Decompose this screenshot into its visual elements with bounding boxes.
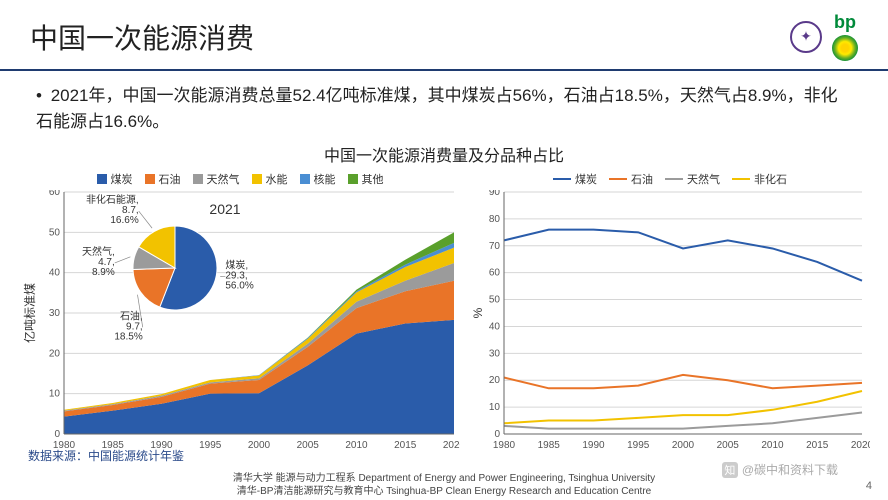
watermark: 知 @碳中和资料下载 (722, 461, 838, 478)
legend-item: 煤炭 (97, 171, 133, 187)
svg-text:1980: 1980 (493, 440, 516, 451)
legend-label: 石油 (159, 171, 181, 187)
svg-text:40: 40 (49, 268, 61, 279)
legend-swatch (252, 174, 262, 184)
page-title: 中国一次能源消费 (30, 17, 254, 57)
svg-text:%: % (471, 307, 485, 318)
charts-row: 煤炭 石油 天然气 水能 核能 其他 0 10 20 30 40 50 60 1980 1985 1990 1… (0, 170, 888, 460)
legend-item: 天然气 (193, 171, 240, 187)
legend-swatch (553, 178, 571, 180)
svg-text:2020: 2020 (851, 440, 870, 451)
svg-text:2015: 2015 (806, 440, 829, 451)
svg-text:30: 30 (489, 348, 501, 359)
legend-label: 水能 (266, 171, 288, 187)
svg-text:10: 10 (49, 389, 61, 400)
legend-label: 其他 (362, 171, 384, 187)
svg-text:18.5%: 18.5% (114, 331, 142, 342)
legend-label: 核能 (314, 171, 336, 187)
svg-text:2005: 2005 (717, 440, 740, 451)
legend-swatch (145, 174, 155, 184)
svg-text:1995: 1995 (627, 440, 650, 451)
svg-text:60: 60 (49, 190, 61, 198)
svg-text:1990: 1990 (582, 440, 605, 451)
svg-text:50: 50 (489, 295, 501, 306)
bp-logo-icon: bp (832, 12, 858, 61)
svg-text:20: 20 (489, 375, 501, 386)
legend-swatch (348, 174, 358, 184)
svg-text:20: 20 (49, 348, 61, 359)
line-chart: 煤炭 石油 天然气 非化石 0 10 20 30 40 50 60 70 80 90 1980 1985 19… (470, 170, 870, 460)
line-chart-legend: 煤炭 石油 天然气 非化石 (470, 170, 870, 190)
svg-text:2021: 2021 (209, 201, 240, 217)
svg-text:2020: 2020 (443, 440, 460, 451)
svg-text:60: 60 (489, 268, 501, 279)
legend-swatch (300, 174, 310, 184)
svg-text:80: 80 (489, 214, 501, 225)
legend-item: 水能 (252, 171, 288, 187)
line-chart-svg: 0 10 20 30 40 50 60 70 80 90 1980 1985 1990 1995 2000 2… (470, 190, 870, 460)
svg-text:2000: 2000 (248, 440, 271, 451)
legend-item: 石油 (145, 171, 181, 187)
svg-text:亿吨标准煤: 亿吨标准煤 (22, 283, 37, 343)
footer-line2: 清华-BP清洁能源研究与教育中心 Tsinghua-BP Clean Energ… (0, 485, 888, 498)
legend-label: 天然气 (207, 171, 240, 187)
legend-item: 煤炭 (553, 171, 597, 187)
legend-swatch (609, 178, 627, 180)
svg-text:2010: 2010 (345, 440, 368, 451)
legend-item: 其他 (348, 171, 384, 187)
svg-text:1985: 1985 (538, 440, 561, 451)
legend-swatch (193, 174, 203, 184)
legend-label: 非化石 (754, 171, 787, 187)
svg-text:56.0%: 56.0% (225, 280, 253, 291)
svg-text:90: 90 (489, 190, 501, 198)
tsinghua-logo-icon: ✦ (790, 21, 822, 53)
legend-label: 天然气 (687, 171, 720, 187)
svg-text:30: 30 (49, 308, 61, 319)
svg-text:1995: 1995 (199, 440, 222, 451)
page-number: 4 (866, 480, 872, 492)
line-series-oil (504, 375, 862, 388)
svg-text:2000: 2000 (672, 440, 695, 451)
svg-text:70: 70 (489, 241, 501, 252)
zhihu-icon: 知 (722, 462, 738, 478)
chart-main-title: 中国一次能源消费量及分品种占比 (0, 140, 888, 170)
description: • 2021年，中国一次能源消费总量52.4亿吨标准煤，其中煤炭占56%，石油占… (0, 71, 888, 140)
legend-swatch (665, 178, 683, 180)
area-chart: 煤炭石油天然气水能核能其他 01020304050601980198519901… (20, 170, 460, 460)
svg-text:2010: 2010 (761, 440, 784, 451)
legend-item: 非化石 (732, 171, 787, 187)
svg-text:0: 0 (54, 429, 60, 440)
legend-item: 石油 (609, 171, 653, 187)
area-chart-svg: 0102030405060198019851990199520002005201… (20, 190, 460, 460)
header: 中国一次能源消费 ✦ bp (0, 0, 888, 71)
legend-label: 石油 (631, 171, 653, 187)
legend-swatch (97, 174, 107, 184)
svg-text:2005: 2005 (297, 440, 320, 451)
legend-swatch (732, 178, 750, 180)
watermark-text: @碳中和资料下载 (742, 461, 838, 478)
svg-text:10: 10 (489, 402, 501, 413)
data-source: 数据来源：中国能源统计年鉴 (28, 447, 184, 464)
description-text: 2021年，中国一次能源消费总量52.4亿吨标准煤，其中煤炭占56%，石油占18… (36, 86, 838, 131)
area-chart-legend: 煤炭 石油 天然气 水能 核能 其他 (20, 170, 460, 190)
svg-text:40: 40 (489, 321, 501, 332)
legend-item: 核能 (300, 171, 336, 187)
svg-text:8.9%: 8.9% (92, 267, 115, 278)
legend-item: 天然气 (665, 171, 720, 187)
legend-label: 煤炭 (111, 171, 133, 187)
logo-group: ✦ bp (790, 12, 858, 61)
svg-text:2015: 2015 (394, 440, 417, 451)
bullet-icon: • (36, 86, 42, 105)
svg-text:16.6%: 16.6% (110, 215, 138, 226)
svg-text:50: 50 (49, 227, 61, 238)
svg-text:0: 0 (494, 429, 500, 440)
legend-label: 煤炭 (575, 171, 597, 187)
